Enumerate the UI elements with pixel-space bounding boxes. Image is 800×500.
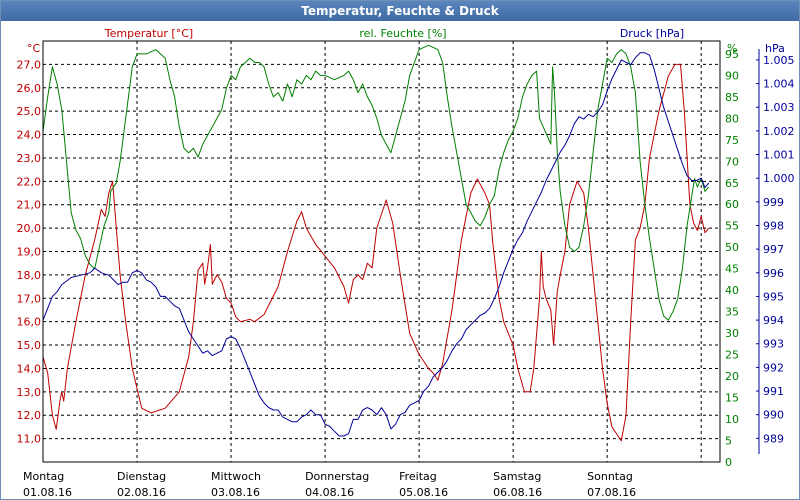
day-weekday-label: Freitag	[399, 470, 437, 483]
pressure-tick-label: 999	[763, 196, 784, 209]
humidity-axis-title: rel. Feuchte [%]	[359, 27, 446, 40]
temp-tick-label: 26,0	[17, 82, 42, 95]
humidity-tick-label: 0	[725, 456, 732, 469]
pressure-tick-label: 993	[763, 338, 784, 351]
day-date-label: 05.08.16	[399, 486, 448, 499]
temp-tick-label: 21,0	[17, 199, 42, 212]
humidity-tick-label: 40	[725, 284, 739, 297]
temp-tick-label: 27,0	[17, 58, 42, 71]
temp-unit-label: °C	[27, 42, 41, 55]
temp-tick-label: 13,0	[17, 386, 42, 399]
day-weekday-label: Mittwoch	[211, 470, 261, 483]
humidity-tick-label: 90	[725, 69, 739, 82]
pressure-tick-label: 1.004	[763, 78, 795, 91]
pressure-tick-label: 992	[763, 361, 784, 374]
pressure-axis-ticks: 989 990 991 992 993 994 995 996 997 998 999 1.000 1.…	[756, 54, 795, 445]
day-weekday-label: Dienstag	[117, 470, 166, 483]
humidity-tick-label: 15	[725, 392, 739, 405]
pressure-axis-title: Druck [hPa]	[620, 27, 684, 40]
pressure-tick-label: 1.000	[763, 172, 795, 185]
humidity-axis-ticks: 0 5 10 15 20 25 30 35 40 45 50 55 60 65 70 75 80 85 90 95	[725, 48, 739, 469]
temp-tick-label: 18,0	[17, 269, 42, 282]
humidity-tick-label: 5	[725, 435, 732, 448]
temp-tick-label: 22,0	[17, 175, 42, 188]
day-weekday-label: Montag	[23, 470, 64, 483]
day-date-label: 01.08.16	[23, 486, 72, 499]
series-line-humidity	[42, 44, 710, 321]
humidity-tick-label: 30	[725, 327, 739, 340]
day-date-label: 02.08.16	[117, 486, 166, 499]
humidity-tick-label: 45	[725, 263, 739, 276]
series-line-pressure	[42, 52, 710, 437]
plot-area-border	[42, 40, 721, 463]
day-date-label: 06.08.16	[493, 486, 542, 499]
temp-tick-label: 14,0	[17, 362, 42, 375]
pressure-tick-label: 996	[763, 267, 784, 280]
pressure-tick-label: 1.001	[763, 149, 795, 162]
day-date-label: 03.08.16	[211, 486, 260, 499]
temp-tick-label: 20,0	[17, 222, 42, 235]
temp-tick-label: 23,0	[17, 152, 42, 165]
day-date-label: 04.08.16	[305, 486, 354, 499]
humidity-tick-label: 20	[725, 370, 739, 383]
humidity-tick-label: 85	[725, 91, 739, 104]
temp-axis-title: Temperatur [°C]	[104, 27, 193, 40]
day-weekday-label: Donnerstag	[305, 470, 369, 483]
pressure-tick-label: 995	[763, 290, 784, 303]
series-line-temp	[42, 63, 710, 442]
pressure-tick-label: 991	[763, 385, 784, 398]
temp-tick-label: 19,0	[17, 246, 42, 259]
pressure-tick-label: 990	[763, 409, 784, 422]
humidity-tick-label: 95	[725, 48, 739, 61]
humidity-tick-label: 50	[725, 241, 739, 254]
pressure-tick-label: 1.005	[763, 54, 795, 67]
x-axis-day-labels: Montag 01.08.16 Dienstag 02.08.16 Mittwoch 03…	[23, 470, 636, 499]
pressure-tick-label: 1.002	[763, 125, 795, 138]
day-date-label: 07.08.16	[587, 486, 636, 499]
day-weekday-label: Samstag	[493, 470, 541, 483]
temp-tick-label: 11,0	[17, 433, 42, 446]
pressure-tick-label: 994	[763, 314, 784, 327]
chart-title: Temperatur, Feuchte & Druck	[1, 1, 799, 21]
pressure-tick-label: 989	[763, 432, 784, 445]
humidity-tick-label: 10	[725, 413, 739, 426]
humidity-tick-label: 60	[725, 198, 739, 211]
humidity-tick-label: 25	[725, 349, 739, 362]
temp-tick-label: 15,0	[17, 339, 42, 352]
temp-tick-label: 24,0	[17, 129, 42, 142]
temp-tick-label: 16,0	[17, 316, 42, 329]
humidity-tick-label: 55	[725, 220, 739, 233]
humidity-tick-label: 65	[725, 177, 739, 190]
pressure-tick-label: 1.003	[763, 101, 795, 114]
humidity-tick-label: 75	[725, 134, 739, 147]
temp-tick-label: 12,0	[17, 409, 42, 422]
pressure-unit-label: hPa	[765, 42, 785, 55]
temp-tick-label: 25,0	[17, 105, 42, 118]
humidity-tick-label: 70	[725, 155, 739, 168]
pressure-tick-label: 997	[763, 243, 784, 256]
temperature-axis-ticks: 11,0 12,0 13,0 14,0 15,0 16,0 17,0 18,0 19,0 20,0…	[17, 58, 42, 445]
pressure-tick-label: 998	[763, 219, 784, 232]
day-weekday-label: Sonntag	[587, 470, 633, 483]
humidity-unit-label: %	[727, 42, 737, 55]
series-lines	[42, 44, 710, 442]
grid-lines	[43, 41, 720, 462]
humidity-tick-label: 80	[725, 112, 739, 125]
humidity-tick-label: 35	[725, 306, 739, 319]
temp-tick-label: 17,0	[17, 292, 42, 305]
